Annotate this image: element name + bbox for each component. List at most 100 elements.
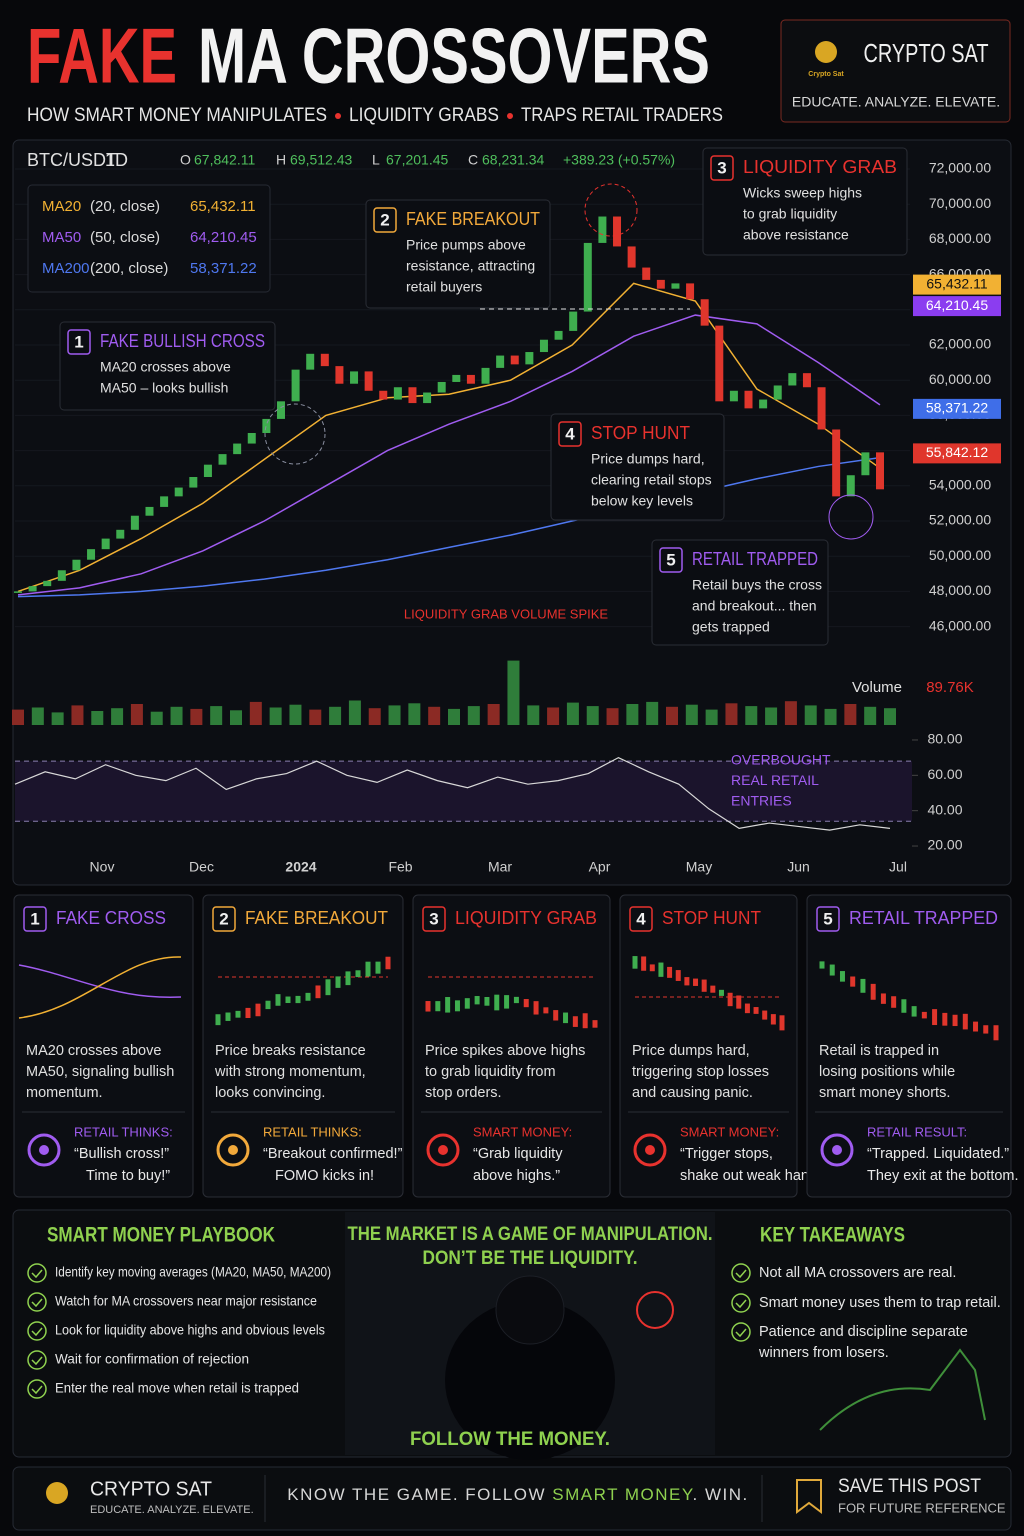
callout-line: Wicks sweep highs <box>743 185 862 201</box>
callout-line: below key levels <box>591 493 693 509</box>
price-tag <box>913 274 1001 295</box>
candle <box>130 515 139 530</box>
mini-candle <box>860 978 866 993</box>
volume-bar <box>329 706 342 725</box>
card-quote: “Bullish cross!” <box>74 1146 169 1162</box>
callout-number: 3 <box>717 158 726 177</box>
ma-value: 58,371.22 <box>190 260 257 277</box>
callout-line: clearing retail stops <box>591 472 712 488</box>
volume-bar <box>388 705 401 725</box>
volume-bar <box>170 706 183 725</box>
card-number-box <box>422 906 446 932</box>
card-quote: “Grab liquidity <box>473 1146 563 1162</box>
mini-candle <box>641 956 647 971</box>
candle <box>233 443 242 455</box>
mini-candle <box>215 1014 221 1026</box>
mini-candle <box>880 993 886 1004</box>
mini-candle <box>675 970 681 981</box>
card-number: 4 <box>636 909 646 928</box>
candle <box>686 283 695 300</box>
callout-line: MA50 – looks bullish <box>100 380 228 396</box>
takeaway-item: Smart money uses them to trap retail. <box>759 1295 1001 1311</box>
volume-bar <box>408 703 421 725</box>
mini-candle <box>684 977 690 986</box>
candle <box>613 216 622 247</box>
mini-candle <box>464 998 470 1009</box>
candle <box>496 355 505 368</box>
check-icon <box>27 1321 47 1341</box>
volume-bar <box>547 707 560 725</box>
volume-bar <box>309 709 322 725</box>
slogan-part: . WIN. <box>693 1485 749 1504</box>
mini-candle <box>504 995 510 1009</box>
volume-bar <box>784 701 797 725</box>
callout-line: Price pumps above <box>406 237 526 253</box>
subtitle-item: HOW SMART MONEY MANIPULATES <box>27 105 327 126</box>
candle <box>350 371 359 384</box>
card-description: Price dumps hard, <box>632 1043 750 1059</box>
candle <box>525 352 534 365</box>
check-icon <box>27 1263 47 1283</box>
card-icon-dot <box>832 1145 842 1155</box>
mini-candle <box>693 978 699 986</box>
candle <box>423 392 432 404</box>
volume-bar <box>824 708 837 725</box>
ohlc-key: H <box>276 152 286 168</box>
takeaways-title: KEY TAKEAWAYS <box>760 1224 905 1247</box>
slogan-part: SMART MONEY <box>552 1485 693 1504</box>
candle <box>14 591 22 593</box>
card-description: smart money shorts. <box>819 1085 950 1101</box>
mini-candle <box>592 1020 598 1028</box>
candle <box>72 559 81 571</box>
candle <box>466 374 475 384</box>
candle <box>773 385 782 400</box>
card-title: FAKE CROSS <box>56 908 166 928</box>
mini-candle <box>850 976 856 987</box>
mini-line <box>18 956 182 1019</box>
callout-box <box>651 539 829 646</box>
card-quote: shake out weak hands.” <box>680 1168 833 1184</box>
mini-candle <box>736 995 742 1009</box>
ohlc-key: L <box>372 152 380 168</box>
card-description: stop orders. <box>425 1085 502 1101</box>
volume-bar <box>51 712 64 725</box>
card-icon-dot <box>228 1145 238 1155</box>
candle <box>554 330 563 340</box>
card-quote: Time to buy!” <box>86 1168 170 1184</box>
y-tick-label: 52,000.00 <box>929 512 991 528</box>
mini-candle <box>563 1012 569 1024</box>
mini-candle <box>355 970 361 978</box>
callout-line: retail buyers <box>406 279 482 295</box>
mini-candle <box>891 996 897 1008</box>
callout-number-box <box>558 421 582 447</box>
y-tick-label: 48,000.00 <box>929 582 991 598</box>
y-tick-label: 54,000.00 <box>929 477 991 493</box>
ma-params: (20, close) <box>90 198 160 215</box>
volume-bar <box>111 708 124 725</box>
price-tag-label: 55,842.12 <box>926 444 988 460</box>
mini-candle <box>762 1010 768 1020</box>
volume-bar <box>130 704 143 725</box>
volume-spike-label: LIQUIDITY GRAB VOLUME SPIKE <box>404 606 609 621</box>
check-icon <box>27 1292 47 1312</box>
volume-bar <box>150 711 163 725</box>
mini-candle <box>901 999 907 1013</box>
volume-bar <box>804 705 817 725</box>
candle <box>203 464 212 477</box>
interval: 1D <box>105 150 128 170</box>
callout-title: LIQUIDITY GRAB <box>743 157 897 177</box>
mini-candle <box>245 1007 251 1019</box>
marker-circle <box>264 403 326 465</box>
x-tick-label: 2024 <box>285 859 316 875</box>
price-tag-label: 64,210.45 <box>926 297 988 313</box>
brand-box <box>780 19 1011 123</box>
volume-bar <box>467 706 480 725</box>
y-tick-label: 72,000.00 <box>929 160 991 176</box>
volume-bar <box>646 701 659 725</box>
volume-bar <box>507 660 520 725</box>
volume-bar <box>586 706 599 725</box>
candle <box>861 452 870 476</box>
card <box>202 894 404 1198</box>
mini-candle <box>385 956 391 970</box>
volume-bar <box>705 709 718 725</box>
